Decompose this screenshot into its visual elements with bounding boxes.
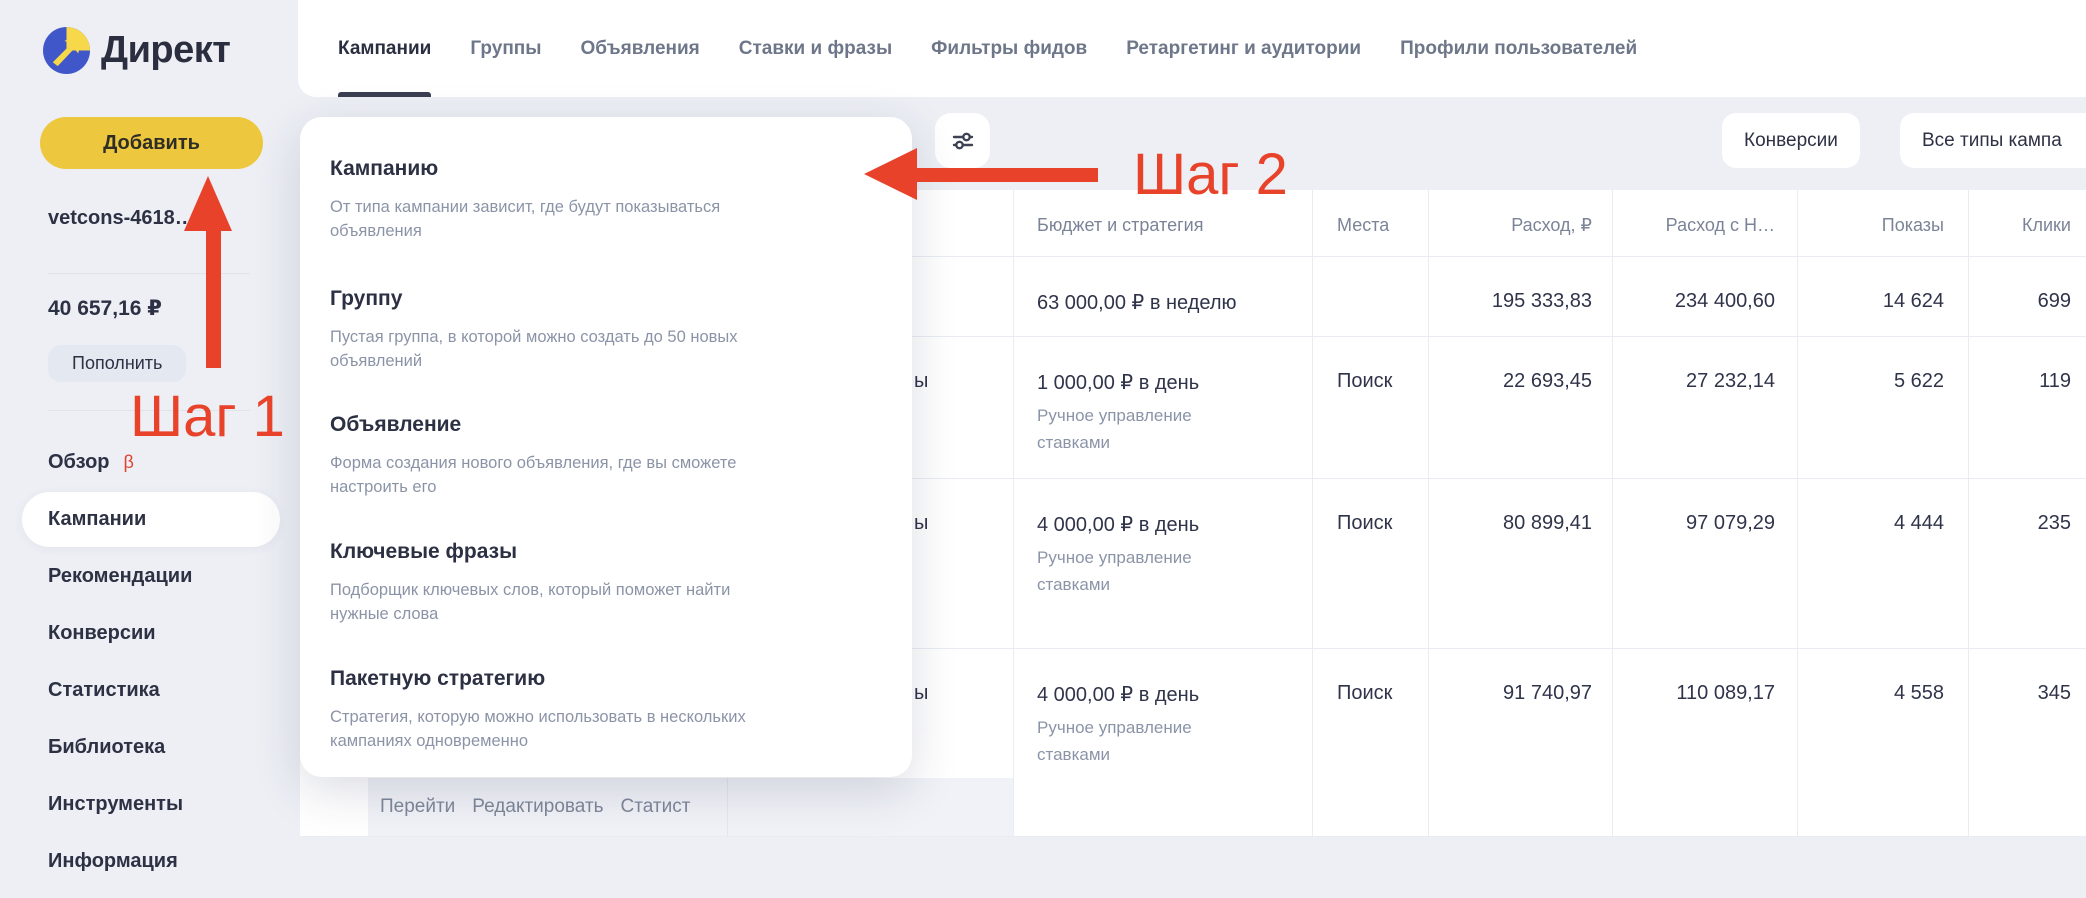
budget-cell: 4 000,00 ₽ в день Ручное управление став… [1037, 512, 1199, 598]
sidebar-item-overview[interactable]: Обзор β [48, 451, 134, 473]
sidebar-item-information[interactable]: Информация [48, 850, 178, 872]
campaign-type-filter[interactable]: Все типы кампа [1900, 113, 2086, 168]
spend-vat-cell: 234 400,60 [1674, 290, 1775, 312]
step2-label: Шаг 2 [1133, 142, 1288, 207]
sidebar-divider [48, 273, 250, 274]
main-tabs: Кампании Группы Объявления Ставки и фраз… [298, 0, 2086, 97]
table-settings-button[interactable] [935, 113, 990, 168]
row-divider [300, 336, 2086, 337]
column-divider [1013, 190, 1014, 836]
sidebar-item-campaigns[interactable]: Кампании [0, 491, 300, 548]
tab-bids-phrases[interactable]: Ставки и фразы [738, 37, 893, 59]
sidebar-item-statistics[interactable]: Статистика [48, 679, 160, 701]
campaign-name-fragment: ы [914, 370, 929, 392]
tab-groups[interactable]: Группы [470, 37, 542, 59]
header-spend[interactable]: Расход, ₽ [1511, 215, 1592, 235]
add-button[interactable]: Добавить [40, 117, 263, 169]
strategy-subtitle: Ручное управление ставками [1037, 548, 1192, 594]
tab-retargeting-audiences[interactable]: Ретаргетинг и аудитории [1126, 37, 1362, 59]
tab-feed-filters[interactable]: Фильтры фидов [931, 37, 1088, 59]
spend-vat-cell: 110 089,17 [1676, 682, 1775, 704]
add-menu-item-package-strategy[interactable]: Пакетную стратегию Стратегия, которую мо… [330, 667, 746, 750]
row-divider [300, 648, 2086, 649]
budget-cell: 4 000,00 ₽ в день Ручное управление став… [1037, 682, 1199, 768]
row-divider [300, 478, 2086, 479]
edit-link[interactable]: Редактировать [472, 796, 604, 817]
go-to-link[interactable]: Перейти [380, 796, 456, 817]
places-cell: Поиск [1337, 370, 1393, 392]
direct-logo-icon [43, 27, 90, 74]
column-divider [1797, 190, 1798, 836]
sidebar-item-recommendations[interactable]: Рекомендации [48, 565, 193, 587]
statistics-link[interactable]: Статист [620, 796, 691, 817]
sidebar-nav: Обзор β Кампании Рекомендации Конверсии … [0, 434, 300, 890]
add-menu-item-group[interactable]: Группу Пустая группа, в которой можно со… [330, 287, 738, 370]
step1-arrow-head [184, 176, 232, 231]
impressions-cell: 4 444 [1893, 512, 1944, 534]
spend-cell: 195 333,83 [1491, 290, 1592, 312]
cell-divider [727, 778, 728, 836]
header-places[interactable]: Места [1337, 215, 1390, 235]
clicks-cell: 699 [2037, 290, 2071, 312]
sidebar-item-library[interactable]: Библиотека [48, 736, 166, 758]
spend-cell: 80 899,41 [1503, 512, 1592, 534]
account-balance: 40 657,16 ₽ [48, 297, 162, 320]
sidebar-divider [48, 410, 250, 411]
beta-badge: β [123, 452, 134, 472]
spend-cell: 91 740,97 [1503, 682, 1592, 704]
sidebar-item-conversions[interactable]: Конверсии [48, 622, 156, 644]
brand-name: Директ [101, 29, 231, 71]
row-divider [300, 256, 2086, 257]
clicks-cell: 345 [2037, 682, 2071, 704]
header-spend-vat[interactable]: Расход с Н… [1665, 215, 1775, 235]
step2-arrow [914, 168, 1098, 182]
step2-arrow-head [864, 148, 917, 200]
impressions-cell: 5 622 [1893, 370, 1944, 392]
tab-campaigns[interactable]: Кампании [338, 0, 432, 97]
sliders-icon [952, 132, 973, 149]
column-divider [1612, 190, 1613, 836]
strategy-subtitle: Ручное управление ставками [1037, 718, 1192, 764]
account-login[interactable]: vetcons-4618… [48, 207, 195, 229]
header-impressions[interactable]: Показы [1881, 215, 1944, 235]
add-menu-item-keywords[interactable]: Ключевые фразы Подборщик ключевых слов, … [330, 540, 731, 623]
spend-vat-cell: 27 232,14 [1686, 370, 1775, 392]
step1-arrow [206, 228, 221, 368]
budget-cell: 63 000,00 ₽ в неделю [1037, 292, 1237, 314]
conversions-button[interactable]: Конверсии [1722, 113, 1860, 168]
column-divider [1428, 190, 1429, 836]
header-clicks[interactable]: Клики [2022, 215, 2071, 235]
row-divider [300, 836, 2086, 837]
column-divider [1968, 190, 1969, 836]
column-divider [1312, 190, 1313, 836]
direct-logo[interactable]: Директ [43, 27, 231, 74]
campaign-name-fragment: ы [914, 512, 929, 534]
add-dropdown-menu: Кампанию От типа кампании зависит, где б… [300, 117, 912, 777]
clicks-cell: 235 [2037, 512, 2071, 534]
step1-label: Шаг 1 [130, 384, 285, 449]
topup-button[interactable]: Пополнить [48, 345, 187, 382]
add-menu-item-ad[interactable]: Объявление Форма создания нового объявле… [330, 413, 737, 496]
header-budget-strategy[interactable]: Бюджет и стратегия [1037, 215, 1204, 235]
campaign-name-fragment: ы [914, 682, 929, 704]
places-cell: Поиск [1337, 512, 1393, 534]
row-actions-strip: Перейти Редактировать Статист [368, 778, 1013, 836]
sidebar-item-tools[interactable]: Инструменты [48, 793, 184, 815]
impressions-cell: 4 558 [1893, 682, 1944, 704]
add-menu-item-campaign[interactable]: Кампанию От типа кампании зависит, где б… [330, 157, 721, 240]
strategy-subtitle: Ручное управление ставками [1037, 406, 1192, 452]
impressions-cell: 14 624 [1882, 290, 1944, 312]
places-cell: Поиск [1337, 682, 1393, 704]
tab-ads[interactable]: Объявления [580, 37, 700, 59]
spend-cell: 22 693,45 [1503, 370, 1592, 392]
tab-user-profiles[interactable]: Профили пользователей [1400, 37, 1638, 59]
top-navigation-bar: Кампании Группы Объявления Ставки и фраз… [298, 0, 2086, 97]
clicks-cell: 119 [2039, 370, 2071, 392]
budget-cell: 1 000,00 ₽ в день Ручное управление став… [1037, 370, 1199, 456]
spend-vat-cell: 97 079,29 [1686, 512, 1775, 534]
